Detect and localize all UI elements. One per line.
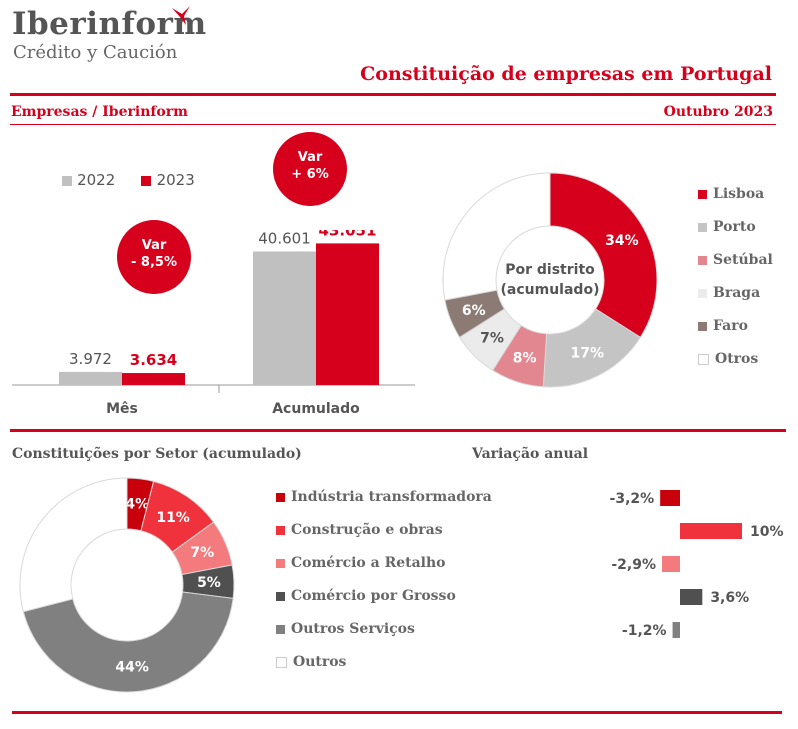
var-bubble-month: Var - 8,5%: [117, 220, 191, 294]
logo-swoosh-icon: [172, 6, 190, 25]
variation-data-label: -3,2%: [610, 491, 655, 507]
donut-center-label-line1: Por distrito: [505, 262, 595, 278]
sector-legend-item: Outros Serviços: [276, 621, 415, 637]
legend-label-2023: 2023: [156, 171, 195, 189]
donut-data-label: 6%: [462, 303, 486, 319]
variation-data-label: 3,6%: [710, 590, 749, 606]
bar-2023-1: [316, 243, 379, 385]
district-legend-item: Otros: [698, 351, 758, 367]
sector-legend-item: Construção e obras: [276, 522, 443, 538]
legend-swatch: [698, 222, 707, 232]
section-label-left: Empresas / Iberinform: [11, 104, 188, 120]
donut-slice-lisboa: [549, 172, 658, 339]
var-bubble-month-value: - 8,5%: [131, 255, 177, 270]
sector-legend-item: Comércio por Grosso: [276, 588, 456, 604]
donut-data-label: 11%: [156, 510, 190, 526]
bar-category-label: Mês: [106, 401, 138, 417]
legend-swatch: [276, 525, 285, 535]
bar-2022-1: [253, 251, 316, 385]
logo-wordmark: Iberinform: [12, 6, 207, 42]
variation-bar: [680, 589, 703, 605]
legend-label: Indústria transformadora: [291, 489, 492, 505]
legend-label: Faro: [713, 318, 748, 334]
variation-bar: [680, 523, 742, 539]
legend-label: Braga: [713, 285, 761, 301]
district-legend-item: Faro: [698, 318, 748, 334]
bar-data-label: 40.601: [258, 230, 311, 247]
donut-slice-otros: [442, 172, 551, 301]
donut-data-label: 7%: [190, 545, 214, 561]
header-divider: [10, 93, 776, 96]
subheader-divider: [10, 124, 776, 125]
variation-bar: [672, 622, 680, 638]
legend-label: Comércio por Grosso: [291, 588, 456, 604]
bar-2022-0: [59, 371, 122, 385]
legend-label: Outros: [293, 654, 347, 670]
legend-swatch: [698, 255, 707, 265]
legend-label: Lisboa: [713, 186, 765, 202]
donut-data-label: 7%: [480, 331, 504, 347]
legend-label: Construção e obras: [291, 522, 443, 538]
footer-divider: [12, 711, 782, 714]
bar-data-label: 43.051: [319, 230, 377, 239]
legend-swatch: [276, 492, 285, 502]
sector-legend-item: Indústria transformadora: [276, 489, 492, 505]
legend-swatch: [276, 624, 285, 634]
donut-data-label: 8%: [513, 351, 537, 367]
legend-swatch: [698, 288, 707, 298]
legend-label: Comércio a Retalho: [291, 555, 446, 571]
donut-slice-outros: [19, 477, 128, 613]
var-bubble-month-title: Var: [141, 238, 167, 253]
sector-donut-chart: 4% 11% 7% 5% 44%: [19, 477, 235, 693]
variation-chart-title: Variação anual: [472, 446, 589, 462]
legend-label: Outros Serviços: [291, 621, 415, 637]
bar-2023-0: [122, 373, 185, 385]
district-legend-item: Setúbal: [698, 252, 773, 268]
legend-swatch: [276, 591, 285, 601]
legend-swatch-2022: [62, 175, 72, 186]
legend-label-2022: 2022: [77, 171, 116, 189]
variation-data-label: 10%: [750, 524, 784, 540]
legend-swatch: [698, 353, 709, 365]
donut-data-label: 17%: [570, 346, 604, 362]
var-bubble-accum-title: Var: [297, 150, 323, 165]
sector-legend-item: Outros: [276, 654, 346, 670]
donut-data-label: 44%: [115, 660, 149, 676]
variation-bar-chart: -3,2% 10% -2,9% 3,6% -1,2%: [610, 490, 784, 639]
var-bubble-accum: Var + 6%: [273, 132, 347, 206]
bar-legend: 2022 2023: [62, 170, 195, 189]
bar-data-label: 3.634: [130, 351, 177, 369]
district-donut-chart: 34% 17% 8% 7% 6% Por distrito (acumulado): [442, 172, 658, 388]
district-legend-item: Braga: [698, 285, 760, 301]
donut-data-label: 34%: [605, 233, 639, 249]
legend-swatch: [698, 189, 707, 199]
donut-data-label: 5%: [197, 575, 221, 591]
variation-bar: [662, 556, 680, 572]
variation-bar: [660, 490, 680, 506]
section-label-right: Outubro 2023: [663, 104, 773, 120]
middle-divider: [10, 429, 786, 432]
legend-label: Setúbal: [713, 252, 773, 268]
donut-slice-outros-servi-os: [22, 591, 234, 693]
bar-data-label: 3.972: [69, 350, 112, 368]
page-title: Constituição de empresas em Portugal: [360, 63, 772, 85]
donut-data-label: 4%: [125, 496, 149, 512]
donut-center-label-line2: (acumulado): [501, 282, 600, 298]
legend-label: Porto: [713, 219, 756, 235]
variation-data-label: -1,2%: [622, 623, 667, 639]
legend-swatch: [698, 321, 707, 331]
sector-chart-title: Constituições por Setor (acumulado): [12, 446, 302, 462]
sector-legend-item: Comércio a Retalho: [276, 555, 446, 571]
bar-chart: 3.972 3.634 Mês 40.601 43.051 Acumulado: [12, 230, 415, 417]
district-legend-item: Porto: [698, 219, 756, 235]
bar-category-label: Acumulado: [272, 401, 360, 417]
district-legend-item: Lisboa: [698, 186, 764, 202]
legend-swatch-2023: [141, 175, 152, 186]
legend-swatch: [276, 656, 287, 668]
legend-label: Otros: [715, 351, 759, 367]
var-bubble-accum-value: + 6%: [291, 167, 329, 182]
variation-data-label: -2,9%: [611, 557, 656, 573]
legend-swatch: [276, 558, 285, 568]
logo-tagline: Crédito y Caución: [13, 42, 178, 63]
